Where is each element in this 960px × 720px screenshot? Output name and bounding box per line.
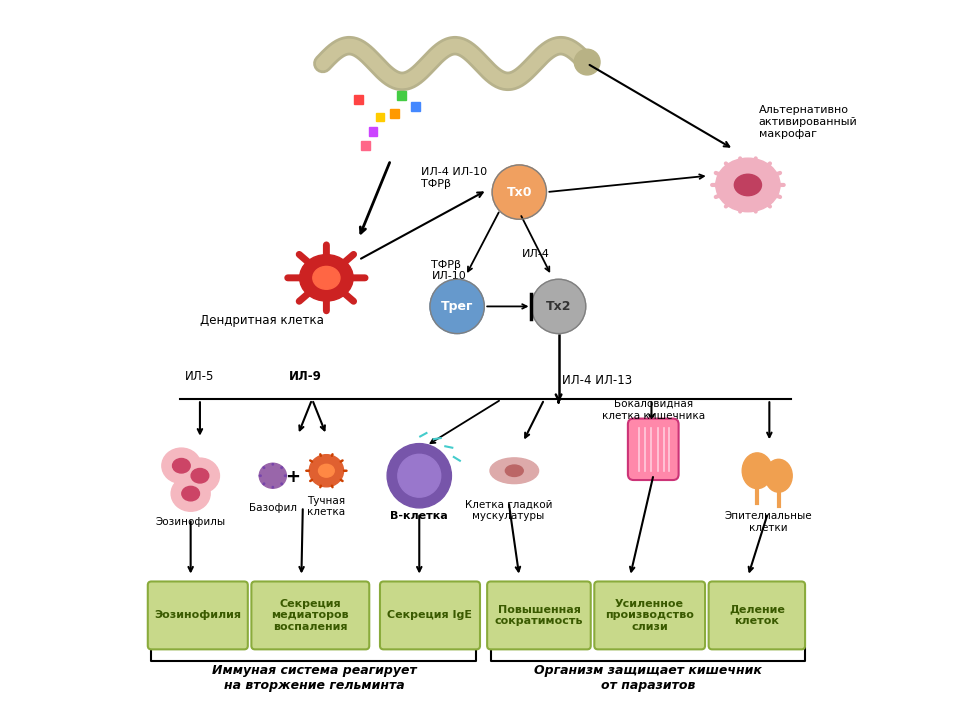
Circle shape: [397, 454, 441, 498]
Text: Секреция
медиаторов
воспаления: Секреция медиаторов воспаления: [272, 599, 349, 632]
Ellipse shape: [181, 486, 200, 501]
Circle shape: [387, 444, 451, 508]
Bar: [361, 141, 370, 150]
FancyBboxPatch shape: [708, 582, 805, 649]
Circle shape: [492, 165, 546, 220]
Ellipse shape: [490, 458, 539, 484]
Text: Эозинофилия: Эозинофилия: [155, 611, 241, 621]
Text: Деление
клеток: Деление клеток: [729, 605, 784, 626]
Text: Дендритная клетка: Дендритная клетка: [200, 314, 324, 327]
Text: Организм защищает кишечник
от паразитов: Организм защищает кишечник от паразитов: [534, 664, 762, 692]
Bar: [369, 127, 377, 135]
FancyBboxPatch shape: [594, 582, 705, 649]
Text: Повышенная
сократимость: Повышенная сократимость: [494, 605, 583, 626]
Text: Эпителиальные
клетки: Эпителиальные клетки: [724, 511, 812, 533]
Text: Клетка гладкой
мускулатуры: Клетка гладкой мускулатуры: [465, 499, 552, 521]
Circle shape: [532, 279, 586, 333]
Ellipse shape: [180, 458, 220, 493]
Ellipse shape: [716, 158, 780, 212]
Ellipse shape: [259, 463, 286, 488]
Text: ТФРβ
ИЛ-10: ТФРβ ИЛ-10: [431, 260, 467, 282]
Text: Иммуная система реагирует
на вторжение гельминта: Иммуная система реагирует на вторжение г…: [211, 664, 417, 692]
Text: В-клетка: В-клетка: [391, 511, 448, 521]
Text: Tx0: Tx0: [507, 186, 532, 199]
Ellipse shape: [505, 465, 523, 477]
Ellipse shape: [734, 174, 761, 196]
Ellipse shape: [162, 448, 201, 483]
FancyBboxPatch shape: [252, 582, 370, 649]
FancyBboxPatch shape: [148, 582, 248, 649]
Ellipse shape: [319, 464, 334, 477]
Text: ИЛ-9: ИЛ-9: [289, 370, 322, 383]
Ellipse shape: [191, 469, 208, 483]
Bar: [375, 113, 384, 122]
Text: Эозинофилы: Эозинофилы: [156, 517, 226, 527]
Text: Трег: Трег: [441, 300, 473, 313]
FancyBboxPatch shape: [380, 582, 480, 649]
Ellipse shape: [173, 459, 190, 473]
Text: Базофил: Базофил: [249, 503, 297, 513]
Text: ИЛ-5: ИЛ-5: [185, 370, 215, 383]
Text: Бокаловидная
клетка кишечника: Бокаловидная клетка кишечника: [602, 399, 706, 420]
FancyBboxPatch shape: [487, 582, 590, 649]
FancyBboxPatch shape: [628, 418, 679, 480]
Text: Секреция IgE: Секреция IgE: [388, 611, 472, 621]
Text: Усиленное
производство
слизи: Усиленное производство слизи: [605, 599, 694, 632]
Ellipse shape: [309, 454, 344, 487]
Ellipse shape: [313, 266, 340, 289]
Text: Тучная
клетка: Тучная клетка: [307, 496, 346, 518]
Circle shape: [430, 279, 484, 333]
Text: ИЛ-4 ИЛ-10
ТФРβ: ИЛ-4 ИЛ-10 ТФРβ: [421, 167, 488, 189]
Ellipse shape: [171, 476, 210, 511]
Bar: [397, 91, 406, 100]
Bar: [354, 95, 363, 104]
Text: Tx2: Tx2: [546, 300, 571, 313]
Ellipse shape: [742, 453, 772, 489]
Ellipse shape: [300, 255, 353, 301]
Ellipse shape: [765, 459, 792, 492]
Text: Альтернативно
активированный
макрофаг: Альтернативно активированный макрофаг: [758, 105, 857, 138]
Bar: [412, 102, 420, 111]
Circle shape: [574, 49, 600, 75]
Text: ИЛ-4 ИЛ-13: ИЛ-4 ИЛ-13: [563, 374, 633, 387]
Bar: [390, 109, 398, 118]
Text: ИЛ-4: ИЛ-4: [521, 249, 549, 259]
Text: +: +: [285, 468, 300, 486]
